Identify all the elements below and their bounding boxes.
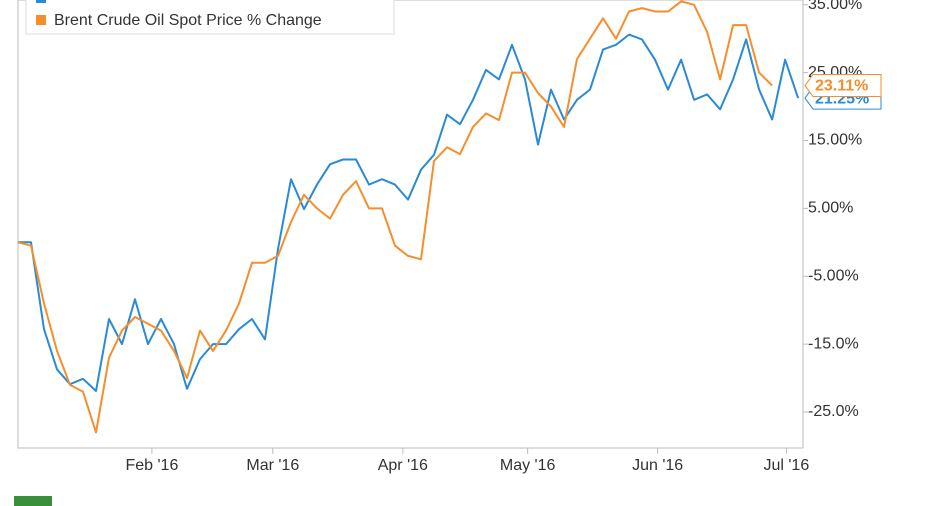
legend-box xyxy=(25,0,395,35)
legend-label: Brent Crude Oil Spot Price % Change xyxy=(54,12,322,29)
x-tick-label: Jun '16 xyxy=(632,457,683,474)
series-line xyxy=(17,0,773,434)
x-tick-label: Mar '16 xyxy=(246,457,299,474)
plot-frame xyxy=(17,0,804,449)
y-tick-label: 15.00% xyxy=(808,132,862,149)
y-tick-label: 35.00% xyxy=(808,0,862,13)
logo xyxy=(14,496,52,506)
x-tick-label: Jul '16 xyxy=(763,457,809,474)
y-tick-label: -5.00% xyxy=(808,267,859,284)
y-tick-label: -25.0% xyxy=(808,403,859,420)
end-label-box xyxy=(804,73,882,97)
x-tick-label: Feb '16 xyxy=(125,457,178,474)
x-tick-label: Apr '16 xyxy=(378,457,428,474)
series-line xyxy=(18,33,800,392)
legend-swatch xyxy=(36,0,46,3)
y-tick-label: 5.00% xyxy=(808,200,853,217)
y-tick-label: -15.0% xyxy=(808,335,859,352)
x-tick-label: May '16 xyxy=(500,457,556,474)
end-label: 23.11% xyxy=(815,78,868,95)
legend-swatch xyxy=(36,15,46,25)
